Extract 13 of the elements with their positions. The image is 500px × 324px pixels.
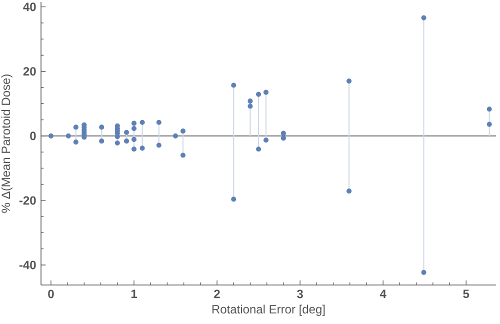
y-tick-label: 20 [23, 67, 36, 76]
x-tick-label: 1 [131, 290, 137, 298]
y-tick-label: -40 [19, 260, 36, 270]
x-axis-title: Rotational Error [deg] [212, 304, 325, 316]
x-tick-label: 0 [48, 290, 54, 298]
y-axis-title: % Δ(Mean Parotoid Dose) [1, 74, 12, 213]
x-tick-label: 3 [296, 290, 303, 298]
y-tick-label: -20 [19, 196, 36, 205]
y-tick-label: 0 [30, 132, 36, 140]
x-tick-label: 4 [380, 290, 386, 298]
x-tick-label: 5 [463, 290, 470, 298]
x-tick-label: 2 [214, 290, 220, 298]
y-tick-label: 40 [23, 2, 36, 12]
